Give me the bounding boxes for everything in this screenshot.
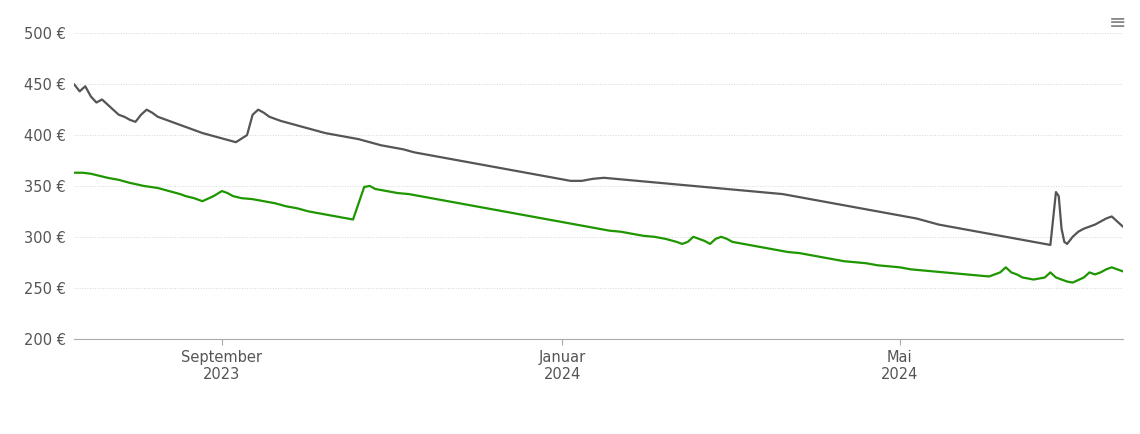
Text: ≡: ≡ [1109, 13, 1126, 33]
